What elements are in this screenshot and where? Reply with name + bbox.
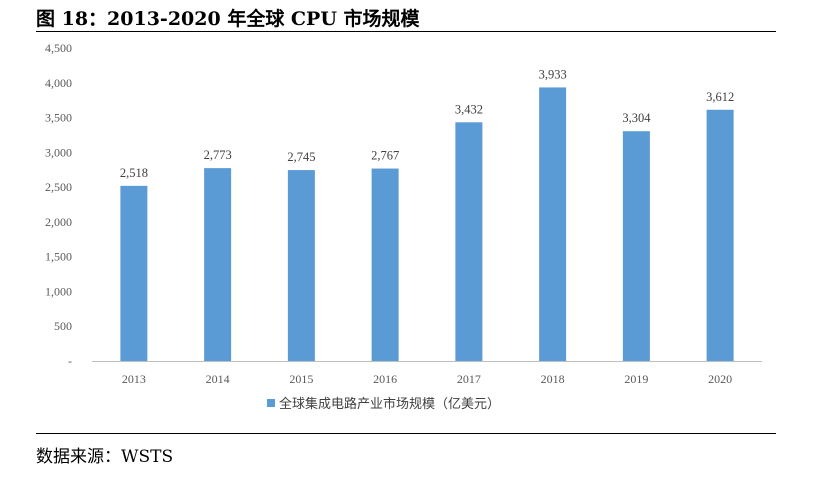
x-tick-label: 2014	[206, 372, 230, 386]
y-tick-label: -	[68, 354, 72, 368]
data-label: 2,767	[371, 149, 399, 163]
data-label: 2,773	[204, 148, 232, 162]
y-tick-label: 4,000	[45, 76, 72, 90]
data-label: 3,933	[539, 67, 567, 81]
data-label: 3,612	[706, 90, 734, 104]
top-rule	[36, 31, 776, 32]
bar	[371, 168, 399, 361]
y-tick-label: 4,500	[45, 41, 72, 55]
bar	[455, 122, 483, 361]
data-label: 2,518	[120, 166, 148, 180]
data-label: 2,745	[287, 150, 315, 164]
data-label: 3,304	[622, 111, 651, 125]
y-tick-label: 1,000	[45, 284, 72, 298]
x-tick-label: 2016	[373, 372, 397, 386]
figure-title: 图 18：2013-2020 年全球 CPU 市场规模	[36, 8, 420, 30]
y-tick-label: 2,000	[45, 215, 72, 229]
x-axis: 2013 2014 2015 2016 2017 2018 2019 2020	[92, 361, 762, 386]
y-tick-label: 3,000	[45, 145, 72, 159]
y-axis: - 500 1,000 1,500 2,000 2,500 3,000 3,500 4,000 4…	[45, 41, 72, 368]
bar	[120, 185, 148, 361]
x-tick-label: 2018	[541, 372, 565, 386]
x-tick-label: 2017	[457, 372, 481, 386]
bar-series	[120, 87, 734, 362]
data-labels: 2,518 2,773 2,745 2,767 3,432 3,933 3,304 3,612	[120, 67, 734, 179]
bar	[287, 170, 315, 361]
data-label: 3,432	[455, 102, 483, 116]
bar	[539, 87, 567, 362]
legend-swatch	[267, 399, 275, 407]
x-tick-label: 2019	[624, 372, 648, 386]
y-tick-label: 1,500	[45, 250, 72, 264]
y-tick-label: 3,500	[45, 111, 72, 125]
legend: 全球集成电路产业市场规模（亿美元）	[267, 396, 500, 412]
bar	[622, 131, 650, 361]
bottom-rule	[36, 433, 776, 434]
x-tick-label: 2015	[289, 372, 313, 386]
bar	[706, 109, 734, 361]
bar	[204, 168, 232, 361]
y-tick-label: 500	[54, 319, 72, 333]
y-tick-label: 2,500	[45, 180, 72, 194]
x-tick-label: 2013	[122, 372, 146, 386]
x-tick-label: 2020	[708, 372, 732, 386]
legend-label: 全球集成电路产业市场规模（亿美元）	[279, 396, 500, 412]
source-note: 数据来源：WSTS	[36, 447, 174, 467]
